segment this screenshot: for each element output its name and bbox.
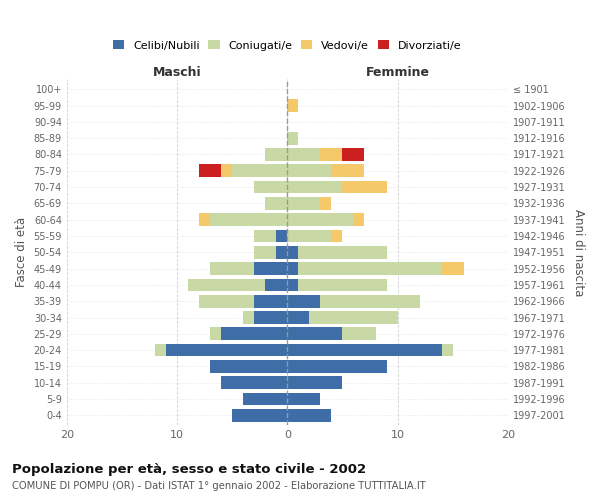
Bar (343, 328, 376, 340)
Bar (320, 295, 419, 308)
Bar (298, 246, 386, 258)
Bar (287, 164, 331, 177)
Text: Popolazione per età, sesso e stato civile - 2002: Popolazione per età, sesso e stato civil… (12, 462, 366, 475)
Bar (232, 409, 287, 422)
Bar (265, 148, 287, 161)
Bar (442, 262, 464, 275)
Bar (287, 148, 320, 161)
Bar (265, 197, 287, 210)
Bar (287, 392, 320, 406)
Bar (343, 180, 386, 194)
Y-axis label: Anni di nascita: Anni di nascita (572, 208, 585, 296)
Bar (254, 230, 276, 242)
Bar (232, 164, 287, 177)
Bar (221, 376, 287, 389)
Bar (287, 180, 343, 194)
Bar (298, 278, 386, 291)
Bar (243, 392, 287, 406)
Bar (199, 164, 221, 177)
Legend: Celibi/Nubili, Coniugati/e, Vedovi/e, Divorziati/e: Celibi/Nubili, Coniugati/e, Vedovi/e, Di… (113, 40, 462, 50)
Bar (287, 278, 298, 291)
Bar (287, 328, 343, 340)
Bar (331, 230, 343, 242)
Bar (166, 344, 287, 356)
Bar (287, 197, 320, 210)
Bar (210, 360, 287, 373)
Bar (254, 311, 287, 324)
Bar (254, 180, 287, 194)
Bar (287, 376, 343, 389)
Bar (254, 295, 287, 308)
Bar (276, 230, 287, 242)
Bar (310, 311, 398, 324)
Bar (320, 148, 343, 161)
Y-axis label: Fasce di età: Fasce di età (15, 218, 28, 288)
Bar (320, 197, 331, 210)
Bar (188, 278, 265, 291)
Bar (221, 164, 232, 177)
Bar (210, 262, 254, 275)
Bar (287, 132, 298, 144)
Bar (287, 214, 353, 226)
Bar (287, 344, 442, 356)
Text: Maschi: Maschi (153, 66, 202, 80)
Bar (442, 344, 452, 356)
Bar (199, 295, 254, 308)
Text: Femmine: Femmine (365, 66, 430, 80)
Bar (287, 99, 298, 112)
Bar (210, 328, 221, 340)
Bar (199, 214, 210, 226)
Bar (243, 311, 254, 324)
Bar (287, 409, 331, 422)
Bar (287, 246, 298, 258)
Bar (265, 278, 287, 291)
Bar (254, 262, 287, 275)
Bar (343, 148, 364, 161)
Bar (287, 360, 386, 373)
Bar (287, 230, 331, 242)
Text: COMUNE DI POMPU (OR) - Dati ISTAT 1° gennaio 2002 - Elaborazione TUTTITALIA.IT: COMUNE DI POMPU (OR) - Dati ISTAT 1° gen… (12, 481, 426, 491)
Bar (298, 262, 442, 275)
Bar (254, 246, 276, 258)
Bar (287, 311, 310, 324)
Bar (221, 328, 287, 340)
Bar (331, 164, 364, 177)
Bar (276, 246, 287, 258)
Bar (287, 262, 298, 275)
Bar (353, 214, 364, 226)
Bar (210, 214, 287, 226)
Bar (155, 344, 166, 356)
Bar (287, 295, 320, 308)
